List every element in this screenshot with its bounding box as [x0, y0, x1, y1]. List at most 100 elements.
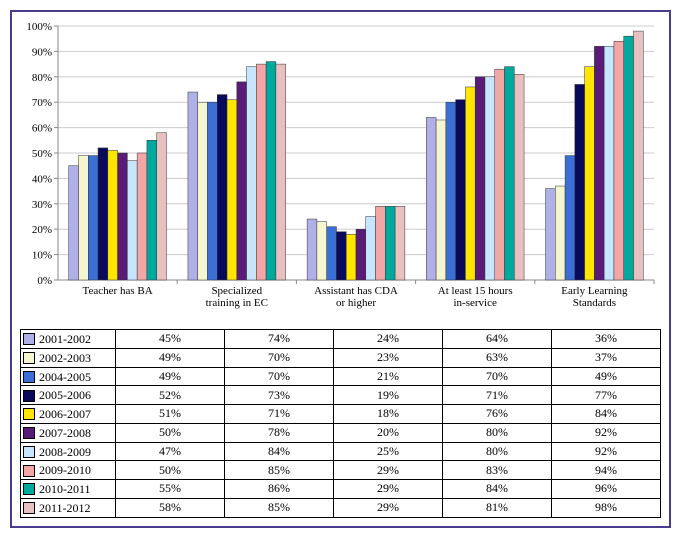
value-cell: 23%	[334, 348, 443, 367]
bar	[79, 156, 89, 280]
data-table: 2001-200245%74%24%64%36%2002-200349%70%2…	[20, 329, 661, 518]
bar	[495, 69, 505, 280]
legend-label: 2007-2008	[39, 426, 91, 440]
legend-cell: 2011-2012	[21, 498, 116, 517]
value-cell: 76%	[443, 405, 552, 424]
legend-swatch	[23, 502, 35, 514]
bar	[327, 227, 337, 280]
table-row: 2004-200549%70%21%70%49%	[21, 367, 661, 386]
bar	[594, 46, 604, 280]
table-row: 2006-200751%71%18%76%84%	[21, 405, 661, 424]
bar	[575, 84, 585, 280]
bar	[585, 67, 595, 280]
bar	[188, 92, 198, 280]
bar	[157, 133, 167, 280]
table-row: 2005-200652%73%19%71%77%	[21, 386, 661, 405]
svg-text:10%: 10%	[32, 250, 52, 262]
value-cell: 81%	[443, 498, 552, 517]
legend-cell: 2005-2006	[21, 386, 116, 405]
legend-label: 2011-2012	[39, 501, 91, 515]
bar-chart: 0%10%20%30%40%50%60%70%80%90%100%Teacher…	[20, 20, 661, 320]
bar	[456, 100, 466, 280]
value-cell: 19%	[334, 386, 443, 405]
bar	[88, 156, 98, 280]
category-label: Specialized	[211, 285, 262, 297]
legend-cell: 2006-2007	[21, 405, 116, 424]
bar	[446, 102, 456, 280]
legend-swatch	[23, 390, 35, 402]
table-row: 2010-201155%86%29%84%96%	[21, 480, 661, 499]
bar	[317, 222, 327, 280]
bar	[366, 217, 376, 281]
category-label: in-service	[454, 297, 497, 309]
legend-swatch	[23, 333, 35, 345]
legend-cell: 2008-2009	[21, 442, 116, 461]
value-cell: 74%	[225, 330, 334, 349]
bar	[266, 62, 276, 280]
bar	[127, 161, 137, 280]
bar	[546, 189, 556, 280]
bar	[346, 234, 356, 280]
bar	[465, 87, 475, 280]
bar	[256, 64, 266, 280]
category-label: training in EC	[206, 297, 268, 309]
svg-text:100%: 100%	[26, 21, 52, 33]
bar	[137, 153, 147, 280]
value-cell: 92%	[552, 423, 661, 442]
bar	[395, 206, 405, 280]
bar	[217, 95, 227, 280]
legend-cell: 2010-2011	[21, 480, 116, 499]
value-cell: 47%	[116, 442, 225, 461]
value-cell: 29%	[334, 461, 443, 480]
value-cell: 86%	[225, 480, 334, 499]
bar	[565, 156, 575, 280]
value-cell: 51%	[116, 405, 225, 424]
legend-swatch	[23, 352, 35, 364]
value-cell: 37%	[552, 348, 661, 367]
value-cell: 70%	[443, 367, 552, 386]
value-cell: 63%	[443, 348, 552, 367]
bar	[604, 46, 614, 280]
legend-cell: 2009-2010	[21, 461, 116, 480]
chart-container: 0%10%20%30%40%50%60%70%80%90%100%Teacher…	[10, 10, 671, 528]
legend-label: 2001-2002	[39, 332, 91, 346]
value-cell: 92%	[552, 442, 661, 461]
value-cell: 55%	[116, 480, 225, 499]
value-cell: 78%	[225, 423, 334, 442]
legend-cell: 2001-2002	[21, 330, 116, 349]
value-cell: 70%	[225, 367, 334, 386]
table-row: 2002-200349%70%23%63%37%	[21, 348, 661, 367]
value-cell: 50%	[116, 461, 225, 480]
legend-label: 2004-2005	[39, 369, 91, 383]
value-cell: 71%	[443, 386, 552, 405]
value-cell: 49%	[116, 367, 225, 386]
value-cell: 52%	[116, 386, 225, 405]
bar	[475, 77, 485, 280]
legend-label: 2008-2009	[39, 444, 91, 458]
bar	[307, 219, 317, 280]
bar	[385, 206, 395, 280]
bar	[276, 64, 286, 280]
value-cell: 73%	[225, 386, 334, 405]
table-row: 2007-200850%78%20%80%92%	[21, 423, 661, 442]
table-row: 2009-201050%85%29%83%94%	[21, 461, 661, 480]
bar	[227, 100, 237, 280]
bar	[624, 36, 634, 280]
category-label: Standards	[573, 297, 616, 309]
bar	[207, 102, 217, 280]
value-cell: 24%	[334, 330, 443, 349]
value-cell: 85%	[225, 461, 334, 480]
bar	[555, 186, 565, 280]
legend-label: 2009-2010	[39, 463, 91, 477]
bar	[376, 206, 386, 280]
value-cell: 49%	[552, 367, 661, 386]
bar	[198, 102, 208, 280]
svg-text:80%: 80%	[32, 72, 52, 84]
value-cell: 71%	[225, 405, 334, 424]
legend-swatch	[23, 408, 35, 420]
bar	[356, 229, 366, 280]
bar	[514, 74, 524, 280]
value-cell: 80%	[443, 442, 552, 461]
value-cell: 45%	[116, 330, 225, 349]
bar	[237, 82, 247, 280]
